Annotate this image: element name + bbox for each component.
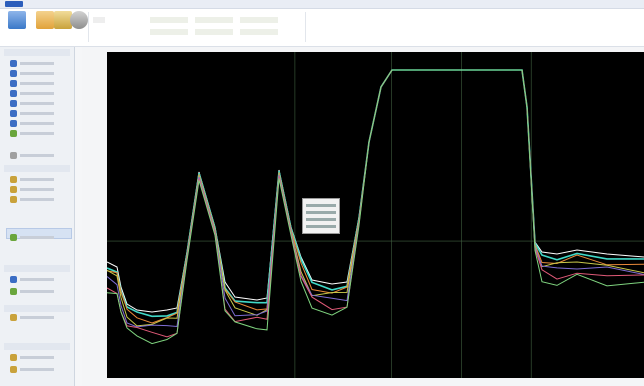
ribbon-field[interactable] — [240, 29, 278, 35]
sidebar-item-label — [20, 132, 54, 135]
sidebar-item[interactable] — [10, 59, 70, 68]
tool-button[interactable] — [52, 11, 74, 39]
ribbon-field[interactable] — [240, 17, 278, 23]
sidebar-item-icon — [10, 186, 17, 193]
sidebar-item-icon — [10, 196, 17, 203]
sidebar-item-label — [20, 178, 54, 181]
sidebar-item-icon — [10, 120, 17, 127]
sidebar-item-label — [20, 92, 54, 95]
ribbon-field[interactable] — [195, 29, 233, 35]
sidebar-item-label — [20, 316, 54, 319]
settings-button[interactable] — [68, 11, 90, 39]
sidebar-item-icon — [10, 100, 17, 107]
series-group — [107, 69, 644, 345]
sidebar-item[interactable] — [10, 353, 70, 362]
sidebar-item-icon — [10, 314, 17, 321]
sidebar-item[interactable] — [10, 79, 70, 88]
tool-icon — [54, 11, 72, 29]
sidebar-item[interactable] — [10, 129, 70, 138]
sidebar-item[interactable] — [10, 365, 70, 374]
series-line — [107, 69, 644, 345]
sidebar — [0, 47, 75, 386]
sidebar-item-icon — [10, 234, 17, 241]
open-icon — [8, 11, 26, 29]
sidebar-item-label — [20, 72, 54, 75]
sidebar-item-icon — [10, 276, 17, 283]
sidebar-item-label — [20, 236, 54, 239]
sidebar-item-icon — [10, 366, 17, 373]
ribbon-field[interactable] — [93, 17, 105, 23]
sidebar-section-header — [4, 165, 70, 172]
sidebar-item[interactable] — [10, 109, 70, 118]
sidebar-item-icon — [10, 130, 17, 137]
sidebar-item[interactable] — [10, 119, 70, 128]
open-button[interactable] — [6, 11, 28, 39]
sidebar-item-label — [20, 278, 54, 281]
sidebar-item-label — [20, 154, 54, 157]
cursor-tooltip — [302, 198, 340, 234]
gear-icon — [70, 11, 88, 29]
sidebar-section-header — [4, 305, 70, 312]
plot-background — [107, 52, 644, 378]
ribbon-divider — [305, 12, 306, 42]
gridlines — [107, 52, 644, 378]
sidebar-item-label — [20, 290, 54, 293]
sidebar-item[interactable] — [10, 287, 70, 296]
sidebar-item[interactable] — [10, 313, 70, 322]
sidebar-item-icon — [10, 288, 17, 295]
sidebar-section-header — [4, 343, 70, 350]
sidebar-item[interactable] — [10, 89, 70, 98]
tooltip-line — [306, 204, 336, 207]
ribbon-field[interactable] — [150, 17, 188, 23]
tooltip-line — [306, 225, 336, 228]
sidebar-item[interactable] — [10, 233, 70, 242]
sidebar-item-label — [20, 356, 54, 359]
ribbon-field[interactable] — [195, 17, 233, 23]
sidebar-item-icon — [10, 60, 17, 67]
sidebar-item-icon — [10, 152, 17, 159]
cursor-button[interactable] — [34, 11, 56, 39]
y-axis — [82, 48, 107, 378]
sidebar-item-label — [20, 102, 54, 105]
sidebar-item[interactable] — [10, 175, 70, 184]
sidebar-item-icon — [10, 70, 17, 77]
sidebar-item-label — [20, 198, 54, 201]
line-chart[interactable] — [107, 52, 644, 378]
sidebar-item-label — [20, 82, 54, 85]
sidebar-item-icon — [10, 354, 17, 361]
sidebar-section-header — [4, 265, 70, 272]
tooltip-line — [306, 211, 336, 214]
tooltip-line — [306, 218, 336, 221]
sidebar-item-icon — [10, 80, 17, 87]
sidebar-item[interactable] — [10, 69, 70, 78]
ribbon-divider — [88, 12, 89, 42]
sidebar-item-label — [20, 368, 54, 371]
sidebar-item[interactable] — [10, 151, 70, 160]
sidebar-item-label — [20, 112, 54, 115]
file-tab[interactable] — [5, 1, 23, 7]
ribbon-toolbar — [0, 9, 644, 47]
sidebar-item[interactable] — [10, 99, 70, 108]
sidebar-item-icon — [10, 176, 17, 183]
sidebar-item[interactable] — [10, 195, 70, 204]
sidebar-section-header — [4, 49, 70, 56]
sidebar-item[interactable] — [10, 275, 70, 284]
sidebar-item-icon — [10, 90, 17, 97]
sidebar-item[interactable] — [10, 185, 70, 194]
sidebar-item-label — [20, 188, 54, 191]
ribbon-field[interactable] — [150, 29, 188, 35]
title-bar — [0, 0, 644, 9]
sidebar-item-label — [20, 122, 54, 125]
sidebar-item-icon — [10, 110, 17, 117]
cursor-icon — [36, 11, 54, 29]
sidebar-item-label — [20, 62, 54, 65]
